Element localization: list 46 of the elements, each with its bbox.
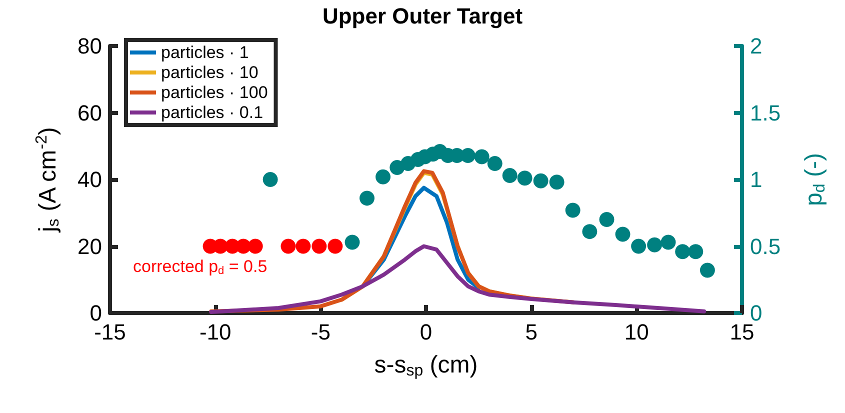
x-tick-label: 10 [624, 320, 649, 344]
x-tick-label: -5 [310, 320, 330, 344]
point [631, 238, 646, 254]
point [312, 238, 327, 254]
point [565, 202, 580, 218]
legend-label: particles · 100 [161, 83, 268, 102]
y2-axis-title: pd (-) [800, 153, 828, 206]
point [296, 238, 311, 254]
point [376, 169, 391, 184]
y-tick-label: 40 [78, 167, 102, 192]
point [582, 224, 598, 240]
point [517, 170, 532, 186]
point [675, 244, 690, 260]
point [615, 226, 630, 242]
point [647, 237, 662, 252]
point [344, 234, 360, 250]
line-series [209, 244, 706, 314]
legend-label: particles · 10 [161, 63, 258, 82]
point [660, 234, 676, 250]
point [280, 238, 296, 254]
point [474, 149, 490, 164]
x-tick-label: -10 [199, 320, 232, 344]
point [502, 168, 518, 183]
point [533, 173, 548, 188]
point [599, 212, 614, 228]
point [700, 262, 715, 278]
y-axis-title: js (A cm-2) [34, 127, 62, 233]
point [360, 190, 375, 206]
x-tick-label: 0 [420, 320, 432, 344]
chart-title: Upper Outer Target [322, 4, 524, 28]
y2-tick-label: 1.5 [750, 100, 781, 126]
point [688, 244, 704, 260]
point [262, 172, 278, 187]
legend-label: particles · 1 [161, 43, 249, 62]
point [487, 156, 502, 171]
y-tick-label: 80 [78, 34, 102, 58]
x-tick-label: 5 [525, 320, 538, 344]
point [248, 238, 263, 254]
y2-tick-label: 2 [750, 34, 762, 58]
legend-label: particles · 0.1 [161, 103, 264, 122]
y2-tick-label: 1 [750, 167, 762, 192]
y2-tick-label: 0.5 [750, 234, 781, 259]
y-tick-label: 20 [78, 234, 102, 259]
point [549, 174, 564, 190]
y-tick-label: 60 [78, 100, 102, 126]
point [328, 238, 343, 254]
